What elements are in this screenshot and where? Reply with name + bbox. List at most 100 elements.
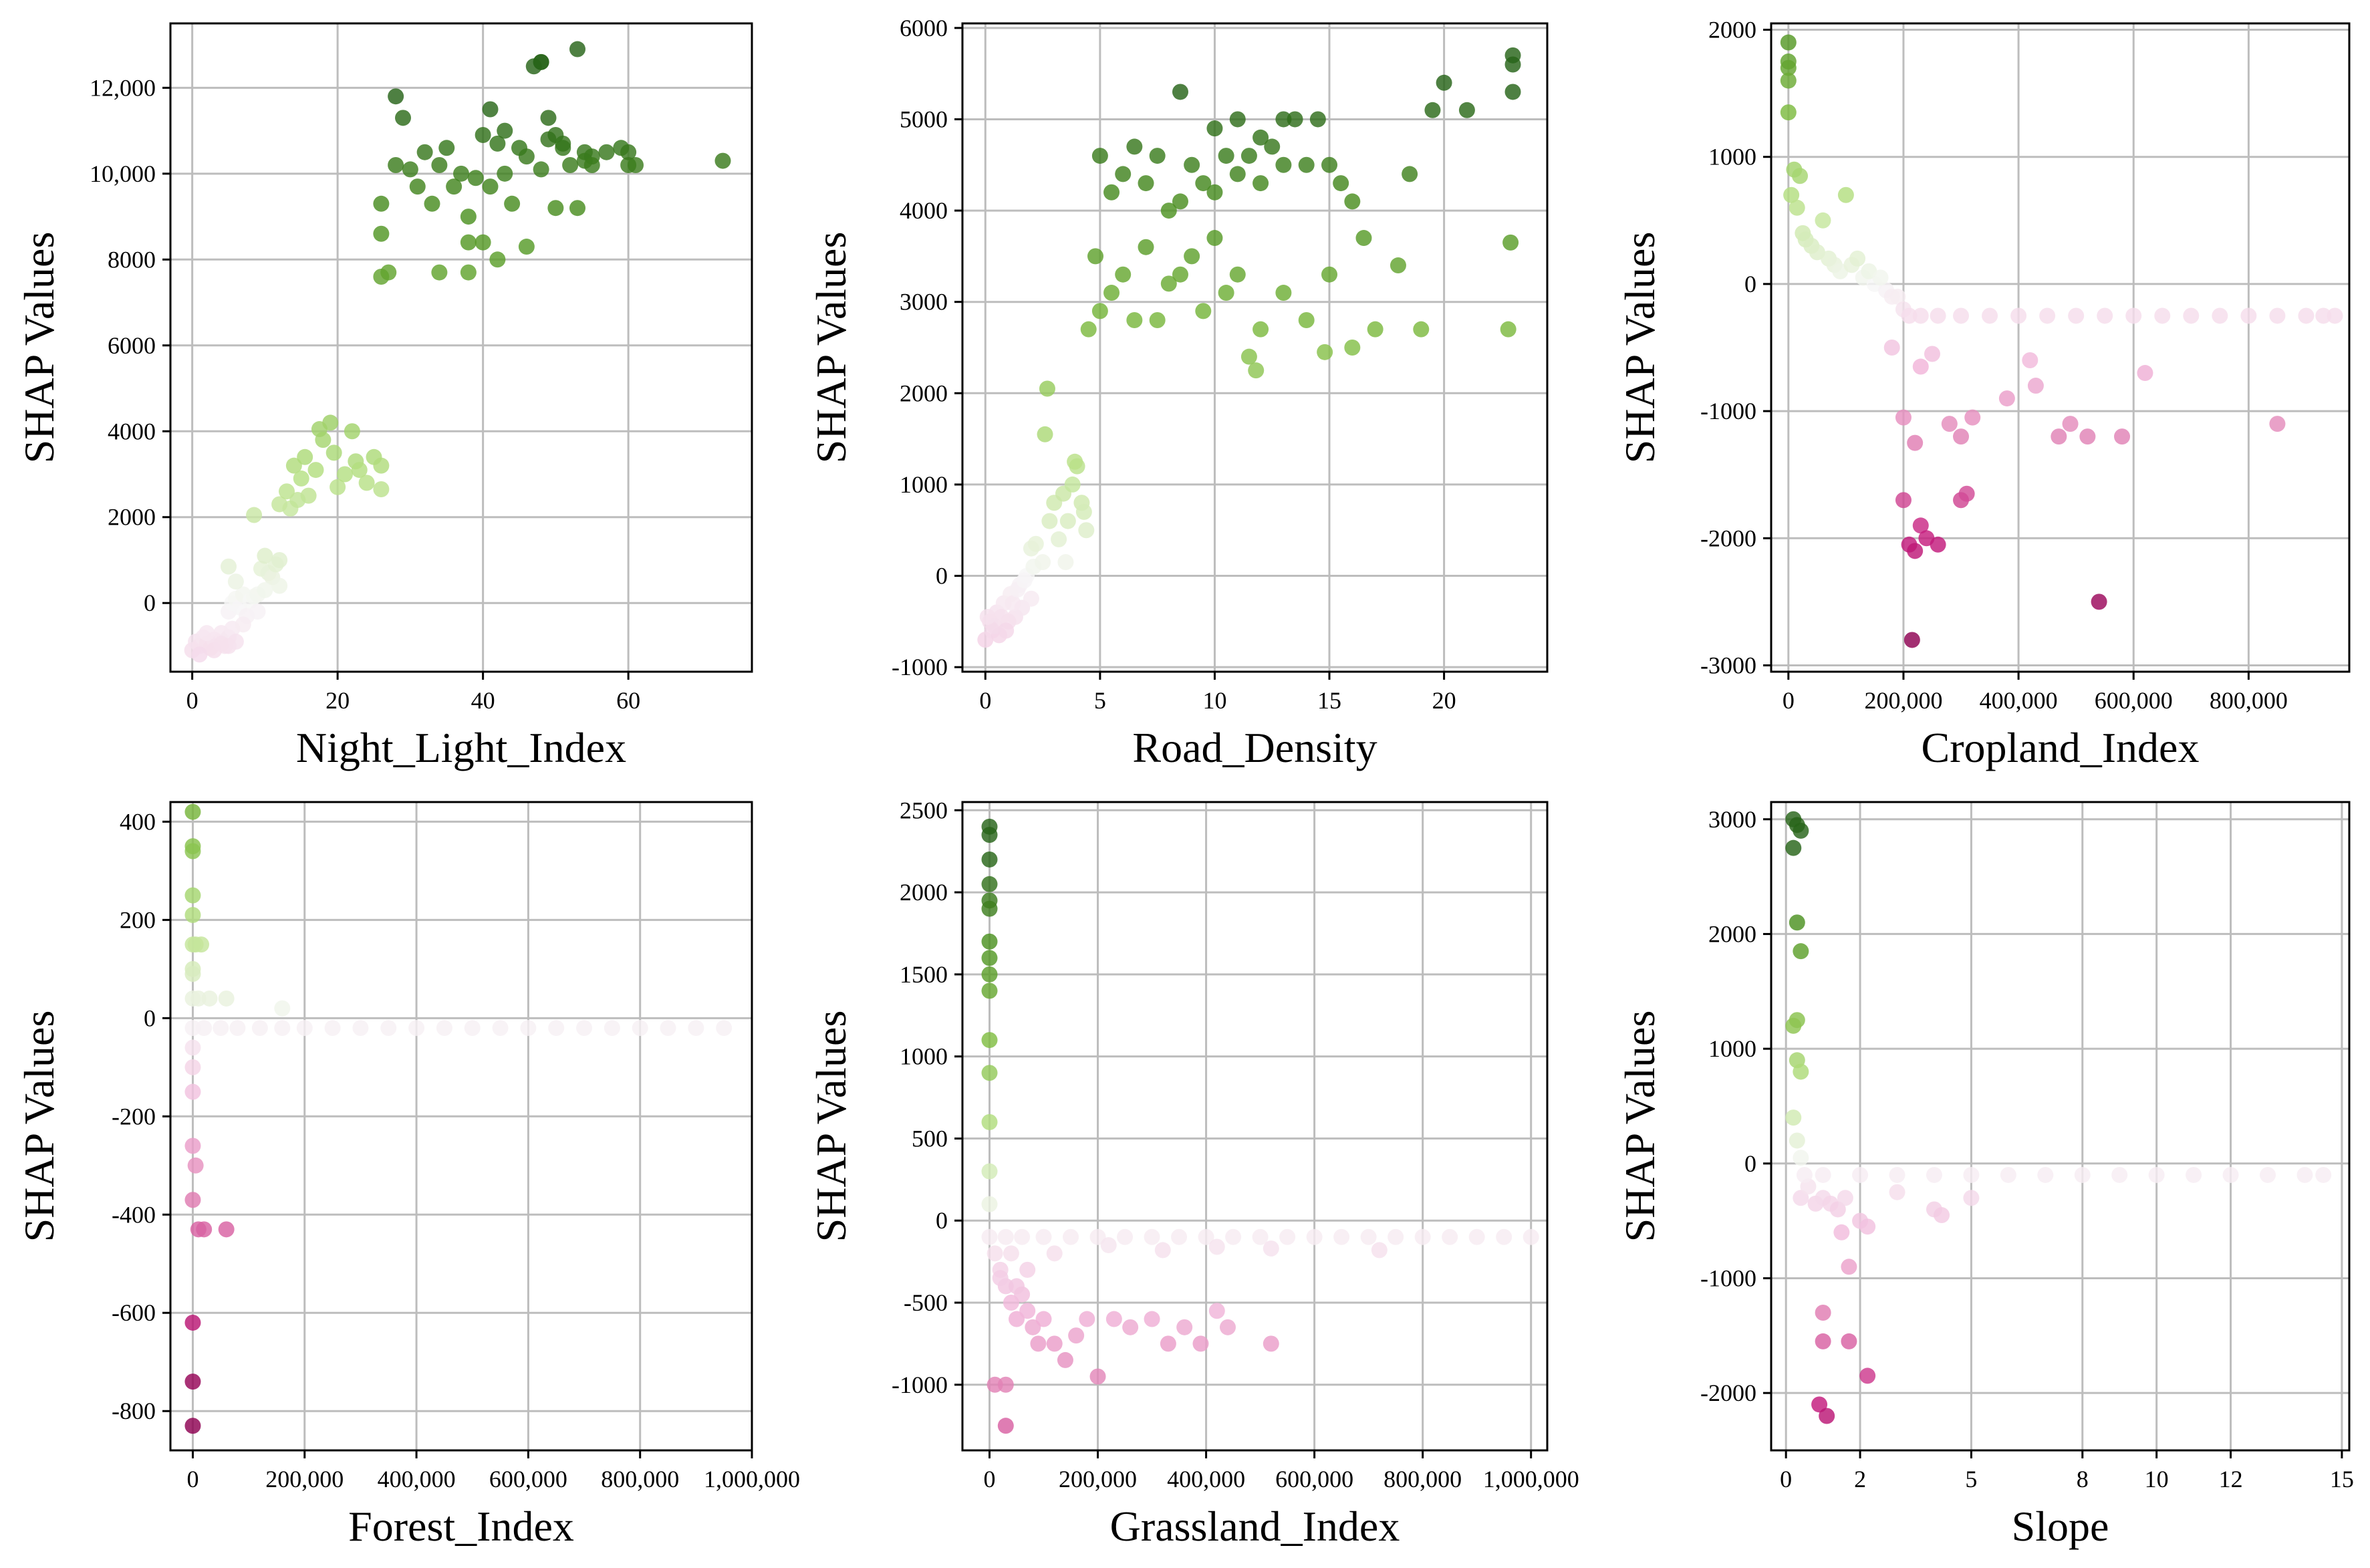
y-tick-label: 500: [912, 1125, 948, 1152]
scatter-point: [293, 470, 309, 487]
scatter-point: [1122, 1319, 1139, 1335]
scatter-point: [1780, 72, 1797, 89]
subplot-1: 0 20 40 60 0 2000 4000 6000 8000 10,000 12,000 Nigh…: [15, 22, 753, 771]
scatter-point: [981, 1032, 998, 1049]
x-tick-label: 1,000,000: [704, 1466, 800, 1492]
scatter-point: [997, 1228, 1014, 1245]
x-tick-label: 0: [186, 1466, 199, 1492]
scatter-point: [1208, 1238, 1225, 1255]
scatter-point: [409, 178, 426, 195]
scatter-point: [2315, 1166, 2332, 1183]
scatter-point: [184, 1059, 201, 1075]
x-tick-label: 800,000: [601, 1466, 679, 1492]
scatter-point: [716, 1020, 733, 1037]
scatter-point: [1208, 1303, 1225, 1319]
scatter-point: [1263, 1240, 1279, 1257]
scatter-point: [1287, 111, 1303, 128]
scatter-point: [184, 1314, 201, 1331]
scatter-point: [2269, 416, 2286, 432]
scatter-point: [1046, 1245, 1063, 1262]
scatter-point: [489, 135, 506, 152]
y-tick-label: -800: [112, 1398, 156, 1424]
scatter-point: [1160, 275, 1177, 292]
scatter-point: [184, 803, 201, 820]
y-tick-label: 8000: [108, 246, 156, 273]
y-tick-label: -3000: [1700, 652, 1756, 678]
scatter-point: [1815, 1166, 1831, 1183]
scatter-point: [1901, 307, 1918, 324]
scatter-point: [2010, 307, 2027, 324]
scatter-point: [1263, 1335, 1279, 1352]
scatter-point: [1504, 84, 1521, 100]
scatter-point: [324, 1020, 341, 1037]
scatter-point: [993, 609, 1010, 626]
y-tick-label: -400: [112, 1201, 156, 1228]
y-tick-label: 2000: [900, 879, 948, 906]
scatter-point: [1252, 1228, 1269, 1245]
x-tick-label: 40: [471, 687, 495, 714]
x-tick-label: 5: [1094, 687, 1106, 714]
scatter-point: [981, 950, 998, 966]
scatter-point: [2222, 1166, 2239, 1183]
scatter-point: [1089, 1368, 1106, 1385]
scatter-point: [2296, 1166, 2313, 1183]
scatter-point: [1780, 34, 1797, 51]
y-tick-label: 0: [144, 590, 156, 616]
scatter-point: [1091, 303, 1108, 319]
scatter-point: [1793, 1190, 1809, 1206]
scatter-point: [998, 622, 1015, 639]
scatter-point: [1792, 168, 1809, 184]
x-tick-label: 600,000: [489, 1466, 567, 1492]
y-axis-label: SHAP Values: [807, 1011, 855, 1243]
scatter-point: [446, 178, 463, 195]
x-tick-label: 2: [1854, 1466, 1866, 1492]
scatter-point: [184, 1083, 201, 1100]
y-tick-label: 10,000: [90, 160, 156, 187]
scatter-point: [221, 558, 237, 575]
x-tick-label: 0: [1783, 687, 1795, 714]
scatter-point: [388, 156, 404, 173]
scatter-point: [1930, 307, 1946, 324]
scatter-point: [2051, 428, 2067, 445]
scatter-point: [1317, 344, 1333, 360]
y-tick-label: -1000: [1700, 398, 1756, 424]
scatter-point: [1100, 1237, 1117, 1254]
scatter-point: [257, 581, 273, 598]
y-tick-label: -2000: [1700, 1380, 1756, 1406]
subplot-3: 0 200,000 400,000 600,000 800,000 -3000 -2000 -…: [1616, 17, 2351, 771]
scatter-point: [497, 165, 513, 182]
y-tick-label: 0: [144, 1005, 156, 1031]
x-tick-label: 600,000: [1275, 1466, 1353, 1492]
scatter-point: [1023, 590, 1039, 607]
scatter-point: [2315, 307, 2332, 324]
scatter-point: [1298, 312, 1315, 329]
y-tick-label: 4000: [108, 418, 156, 444]
scatter-point: [184, 887, 201, 904]
scatter-point: [981, 983, 998, 999]
scatter-point: [548, 1020, 565, 1037]
scatter-point: [997, 1376, 1014, 1393]
scatter-point: [460, 234, 477, 251]
scatter-point: [1195, 303, 1212, 319]
x-tick-label: 10: [1202, 687, 1226, 714]
scatter-point: [981, 851, 998, 868]
scatter-point: [311, 421, 327, 438]
scatter-point: [1275, 156, 1292, 173]
scatter-point: [1275, 111, 1292, 128]
scatter-point: [184, 966, 201, 983]
y-tick-label: -1000: [1700, 1265, 1756, 1291]
scatter-point: [992, 1270, 1009, 1287]
x-tick-label: 20: [325, 687, 350, 714]
scatter-point: [1413, 321, 1430, 338]
y-tick-label: 2000: [108, 504, 156, 531]
y-tick-label: 2000: [1708, 920, 1756, 947]
scatter-point: [1160, 203, 1177, 219]
scatter-point: [402, 161, 418, 178]
x-tick-label: 0: [186, 687, 199, 714]
scatter-point: [1367, 321, 1384, 338]
scatter-point: [388, 88, 404, 105]
x-tick-label: 15: [1317, 687, 1341, 714]
scatter-point: [1815, 1304, 1831, 1321]
scatter-point: [562, 156, 579, 173]
scatter-point: [1321, 266, 1338, 283]
